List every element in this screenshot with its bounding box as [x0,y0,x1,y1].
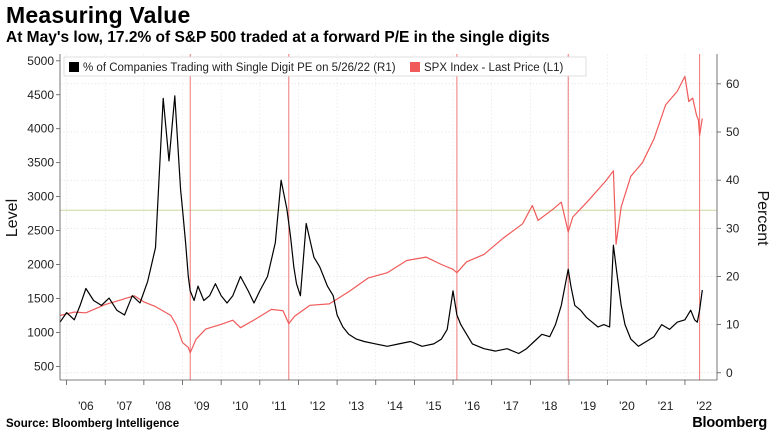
gridlines [60,54,717,380]
legend: % of Companies Trading with Single Digit… [63,56,587,77]
x-tick-label: '21 [658,399,674,413]
right-tick-label: 60 [726,77,740,91]
x-tick-label: '18 [542,399,558,413]
left-tick-label: 2000 [27,258,54,272]
x-tick-label: '09 [194,399,210,413]
left-tick-label: 3500 [27,156,54,170]
chart-title: Measuring Value [6,2,191,28]
legend-swatch-percent [69,62,79,72]
left-tick-label: 1500 [27,292,54,306]
x-tick-label: '16 [465,399,481,413]
left-tick-label: 3000 [27,190,54,204]
x-tick-label: '19 [580,399,596,413]
right-tick-label: 30 [726,221,740,235]
right-axis-title: Percent [754,190,771,246]
x-tick-label: '12 [310,399,326,413]
source-note: Source: Bloomberg Intelligence [6,418,180,430]
legend-label-spx: SPX Index - Last Price (L1) [424,62,564,74]
left-tick-label: 500 [34,359,54,373]
x-tick-label: '22 [696,399,712,413]
x-tick-label: '08 [155,399,171,413]
right-tick-label: 20 [726,269,740,283]
legend-swatch-spx [410,62,420,72]
x-tick-label: '10 [233,399,249,413]
series-line-percent [59,95,703,355]
left-tick-label: 4000 [27,122,54,136]
right-tick-label: 50 [726,125,740,139]
brand-logo: Bloomberg [692,415,767,431]
left-tick-label: 4500 [27,88,54,102]
left-tick-label: 5000 [27,54,54,68]
axis-tick-labels: 500 1000 1500 2000 2500 3000 3500 4000 4500 5000 0… [27,54,739,413]
chart-subtitle: At May's low, 17.2% of S&P 500 traded at… [6,29,550,46]
x-tick-label: '13 [349,399,365,413]
x-tick-label: '20 [619,399,635,413]
x-tick-label: '11 [272,399,287,413]
left-tick-label: 2500 [27,224,54,238]
x-tick-label: '07 [117,399,133,413]
left-axis-title: Level [4,199,21,237]
x-tick-label: '06 [78,399,94,413]
x-tick-label: '15 [426,399,442,413]
right-tick-label: 10 [726,318,740,332]
series-line-spx [59,75,703,354]
x-tick-label: '17 [503,399,519,413]
reference-lines [60,54,717,380]
series-layer [59,75,703,355]
right-tick-label: 0 [726,366,733,380]
plot-area [60,54,717,380]
legend-box [63,56,587,77]
right-tick-label: 40 [726,173,740,187]
legend-label-percent: % of Companies Trading with Single Digit… [83,62,396,74]
axis-ticks [56,60,721,385]
x-tick-label: '14 [387,399,403,413]
left-tick-label: 1000 [27,325,54,339]
